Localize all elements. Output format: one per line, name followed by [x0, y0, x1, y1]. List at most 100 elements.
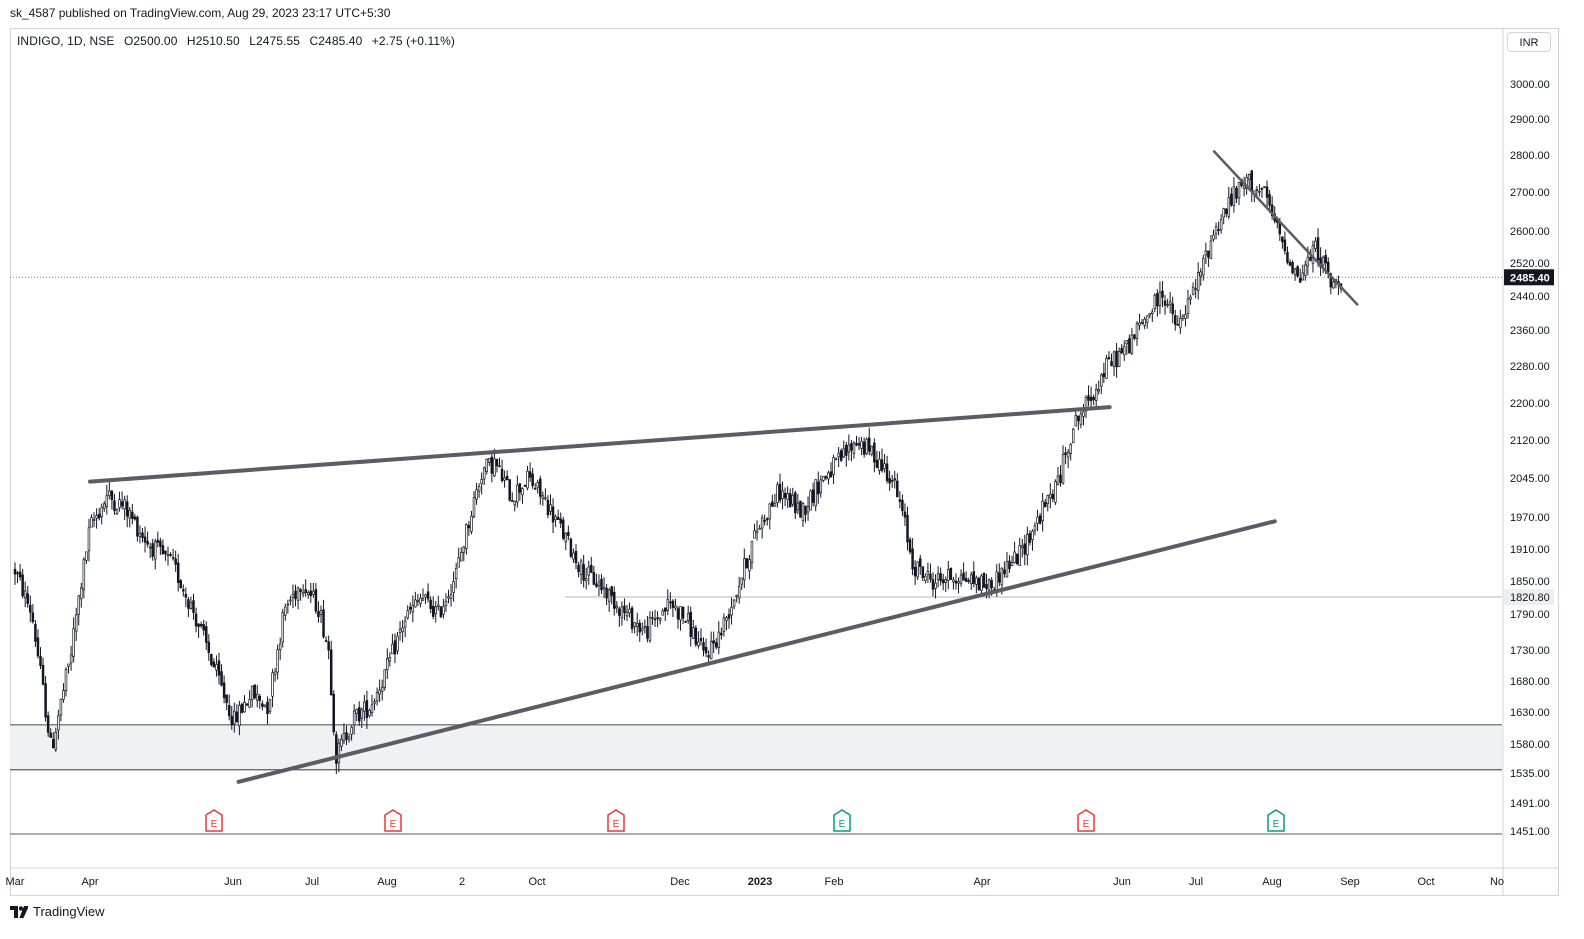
- candle: [516, 475, 519, 508]
- candle-body: [345, 732, 348, 740]
- candle-body: [1247, 174, 1251, 180]
- candle-body: [245, 703, 249, 706]
- candle: [378, 679, 381, 703]
- trendline-descending: [1212, 150, 1359, 306]
- candle-body: [286, 603, 290, 606]
- tradingview-footer[interactable]: TradingView: [10, 904, 105, 919]
- candle-body: [1324, 255, 1327, 264]
- candle: [360, 707, 364, 728]
- candle-body: [926, 570, 930, 576]
- candle-body: [289, 599, 292, 602]
- candle-body: [294, 590, 297, 600]
- candle-body: [934, 582, 937, 589]
- candle: [49, 728, 52, 738]
- candle: [531, 467, 534, 489]
- candle: [1281, 236, 1284, 249]
- candle: [1194, 278, 1197, 299]
- candle-body: [268, 699, 272, 712]
- candle: [1166, 298, 1169, 308]
- candle-body: [472, 497, 476, 517]
- candle: [768, 503, 772, 530]
- candle-body: [1204, 250, 1208, 256]
- candle: [893, 470, 896, 489]
- candle-body: [559, 518, 562, 524]
- candle: [59, 698, 63, 722]
- candle-body: [597, 581, 601, 587]
- candle: [569, 537, 573, 559]
- candle-body: [1128, 338, 1131, 354]
- candle: [666, 589, 670, 616]
- candle-body: [74, 614, 78, 632]
- candle: [939, 567, 942, 586]
- candle-body: [1049, 493, 1052, 499]
- candle-body: [605, 587, 608, 599]
- price-tick-label: 1730.00: [1510, 645, 1550, 657]
- candle: [416, 593, 420, 607]
- candle-body: [250, 685, 254, 701]
- candle: [801, 501, 805, 527]
- candle-body: [1217, 229, 1220, 231]
- candle-body: [574, 550, 578, 564]
- candle: [352, 704, 356, 735]
- legend-symbol[interactable]: INDIGO, 1D, NSE: [17, 34, 115, 48]
- price-tick-label: 2900.00: [1510, 114, 1550, 126]
- candle-body: [97, 513, 101, 519]
- candle-body: [564, 533, 568, 543]
- candle-body: [1133, 334, 1136, 339]
- candle: [431, 596, 435, 620]
- candle: [329, 640, 333, 696]
- candle: [888, 470, 891, 491]
- axis-borders-layer: [10, 28, 1559, 895]
- candle: [1005, 551, 1009, 578]
- candle-body: [115, 509, 119, 514]
- candle-body: [278, 643, 282, 650]
- candle-body: [579, 560, 583, 576]
- candle: [44, 676, 47, 722]
- candle: [324, 636, 328, 643]
- candle-body: [648, 617, 652, 641]
- candle-body: [148, 546, 152, 549]
- candle: [592, 565, 596, 586]
- candle: [788, 488, 792, 508]
- candle-body: [924, 575, 927, 581]
- candle: [776, 481, 779, 508]
- candle-body: [64, 669, 68, 691]
- candle: [1003, 561, 1006, 578]
- candle-body: [1321, 256, 1325, 266]
- candle-body: [51, 738, 55, 749]
- candle: [1227, 186, 1231, 220]
- candle: [597, 574, 601, 597]
- candle: [862, 437, 866, 458]
- candle: [370, 694, 374, 717]
- currency-button[interactable]: INR: [1507, 32, 1551, 52]
- candle: [521, 487, 524, 504]
- candle: [138, 525, 142, 544]
- candle: [567, 525, 570, 541]
- candle-body: [860, 440, 863, 449]
- earnings-label: E: [390, 819, 397, 830]
- candle-body: [347, 736, 351, 740]
- candle-body: [663, 607, 667, 612]
- candle-body: [1212, 234, 1215, 240]
- candle: [824, 475, 828, 481]
- candle: [827, 470, 830, 485]
- candle: [1120, 344, 1123, 355]
- candle: [1087, 385, 1090, 407]
- candle-body: [911, 548, 914, 570]
- candle: [289, 595, 292, 606]
- candle: [488, 458, 491, 467]
- candle-body: [686, 612, 690, 621]
- candle-body: [1281, 236, 1284, 243]
- candle: [653, 609, 657, 627]
- candle-body: [462, 546, 466, 553]
- candle-body: [1038, 515, 1042, 524]
- candle-body: [901, 499, 904, 512]
- candle-body: [814, 479, 817, 507]
- candle: [944, 576, 947, 592]
- price-tick-label: 1680.00: [1510, 676, 1550, 688]
- candle-body: [587, 566, 590, 576]
- candle: [355, 708, 358, 722]
- candle-body: [1140, 321, 1144, 324]
- candle: [661, 608, 664, 616]
